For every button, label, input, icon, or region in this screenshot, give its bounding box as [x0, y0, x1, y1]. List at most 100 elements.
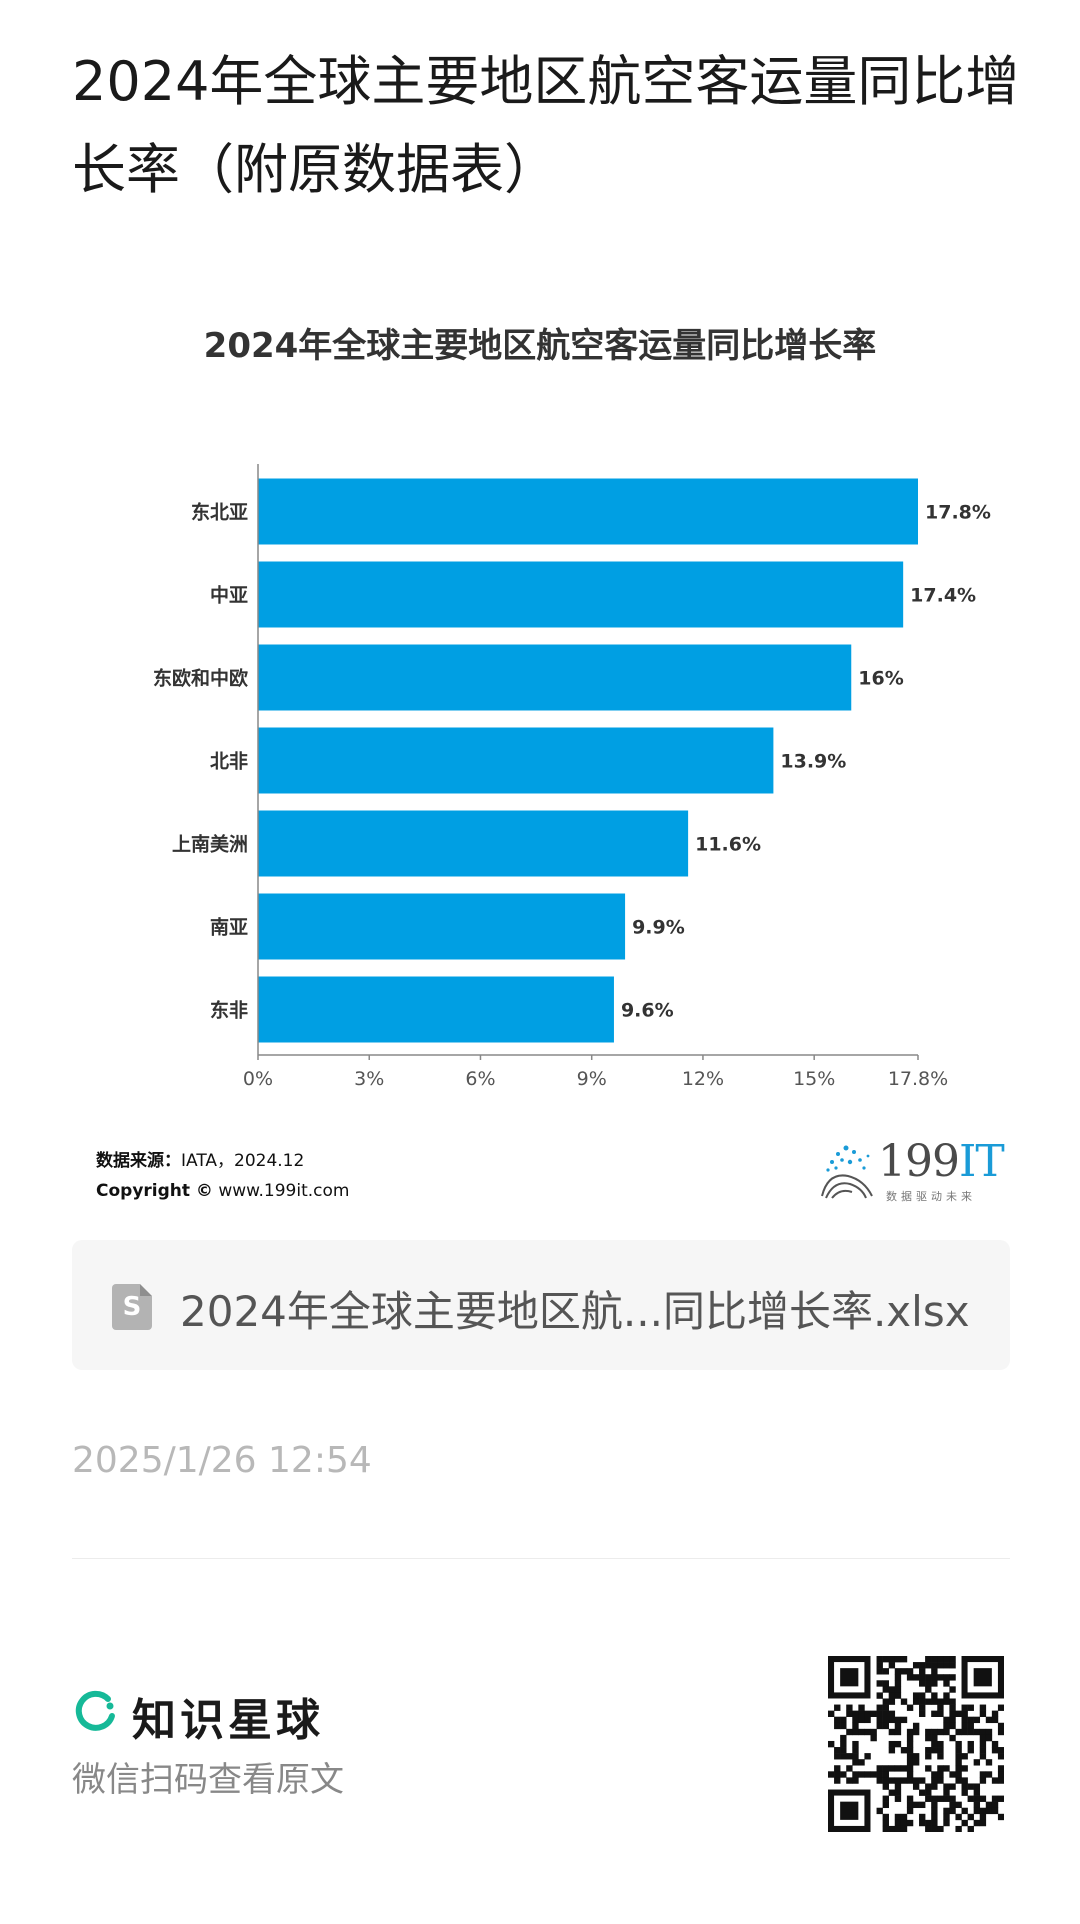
copyright-value: www.199it.com [218, 1181, 350, 1201]
qr-module [943, 1783, 950, 1790]
qr-module [937, 1740, 944, 1748]
qr-module [906, 1734, 914, 1742]
qr-module [997, 1765, 1004, 1772]
qr-module [876, 1722, 883, 1730]
x-tick-label: 9% [577, 1068, 607, 1090]
qr-module [852, 1747, 859, 1754]
bar [258, 727, 774, 794]
attachment-card[interactable]: S 2024年全球主要地区航...同比增长率.xlsx [72, 1240, 1010, 1370]
qr-module [979, 1819, 987, 1827]
qr-module [900, 1716, 908, 1724]
qr-module [925, 1783, 932, 1790]
qr-module [997, 1704, 1004, 1711]
qr-module [949, 1807, 956, 1815]
qr-module [870, 1710, 877, 1717]
qr-module [864, 1753, 871, 1760]
qr-module [888, 1740, 896, 1748]
qr-module [882, 1710, 889, 1717]
data-label: 9.6% [621, 1000, 674, 1022]
qr-module [882, 1722, 889, 1730]
199it-logo-text: 199IT [878, 1136, 1005, 1187]
qr-module [967, 1728, 974, 1736]
category-label: 中亚 [210, 584, 248, 607]
qr-module [979, 1728, 987, 1736]
qr-module [912, 1759, 920, 1766]
qr-module [876, 1704, 883, 1711]
qr-module [876, 1668, 883, 1675]
qr-module [906, 1747, 914, 1754]
x-tick-label: 6% [465, 1068, 495, 1090]
qr-module [961, 1807, 968, 1815]
x-tick-label: 3% [354, 1068, 384, 1090]
bar [258, 810, 689, 877]
qr-module [949, 1710, 956, 1717]
qr-module [894, 1825, 902, 1832]
qr-module [925, 1680, 932, 1687]
source-label: 数据来源： [96, 1151, 181, 1171]
qr-module [967, 1722, 974, 1730]
qr-module [931, 1656, 938, 1663]
qr-module [973, 1795, 981, 1802]
qr-module [852, 1722, 859, 1730]
qr-module [858, 1710, 865, 1717]
qr-module [967, 1740, 974, 1748]
attachment-file-name[interactable]: 2024年全球主要地区航...同比增长率.xlsx [180, 1287, 970, 1336]
qr-module [937, 1674, 944, 1681]
qr-module [912, 1698, 920, 1705]
qr-module [882, 1698, 889, 1705]
qr-module [979, 1710, 987, 1717]
x-tick-label: 17.8% [888, 1068, 948, 1090]
qr-module [852, 1753, 859, 1760]
qr-module [931, 1783, 938, 1790]
qr-code[interactable] [828, 1656, 1004, 1832]
qr-module [961, 1710, 968, 1717]
qr-module [834, 1777, 841, 1784]
qr-module [858, 1759, 865, 1766]
qr-module [937, 1656, 944, 1663]
qr-module [919, 1819, 926, 1827]
qr-module [979, 1704, 987, 1711]
qr-module [931, 1728, 938, 1736]
qr-module [949, 1771, 956, 1778]
qr-module [900, 1819, 908, 1827]
qr-module [888, 1765, 896, 1772]
qr-module [943, 1807, 950, 1815]
category-label: 上南美洲 [172, 833, 248, 856]
qr-module [870, 1734, 877, 1742]
qr-module [937, 1747, 944, 1754]
qr-module [882, 1704, 889, 1711]
qr-module [870, 1728, 877, 1736]
qr-module [852, 1759, 859, 1766]
qr-module [900, 1777, 908, 1784]
qr-module [949, 1795, 956, 1802]
qr-module [931, 1692, 938, 1699]
qr-module [840, 1740, 847, 1748]
qr-module [882, 1819, 889, 1827]
qr-module [919, 1668, 926, 1675]
qr-module [997, 1722, 1004, 1730]
qr-module [931, 1674, 938, 1681]
qr-module [882, 1801, 889, 1809]
qr-module [955, 1813, 962, 1821]
copyright-label: Copyright © [96, 1181, 213, 1201]
qr-module [991, 1777, 999, 1784]
qr-module [894, 1722, 902, 1730]
qr-module [900, 1698, 908, 1705]
qr-module [876, 1680, 883, 1687]
qr-module [852, 1716, 859, 1724]
bar [258, 644, 852, 711]
qr-module [967, 1825, 974, 1832]
199it-logo-mark-icon [821, 1145, 873, 1199]
qr-module [894, 1795, 902, 1802]
qr-module [925, 1819, 932, 1827]
qr-module [894, 1813, 902, 1821]
qr-module [840, 1771, 847, 1778]
qr-module [894, 1716, 902, 1724]
qr-module [864, 1771, 871, 1778]
qr-module [919, 1801, 926, 1809]
qr-module [882, 1771, 889, 1778]
qr-module [864, 1716, 871, 1724]
qr-module [906, 1704, 914, 1711]
qr-module [925, 1662, 932, 1669]
qr-module [906, 1819, 914, 1827]
